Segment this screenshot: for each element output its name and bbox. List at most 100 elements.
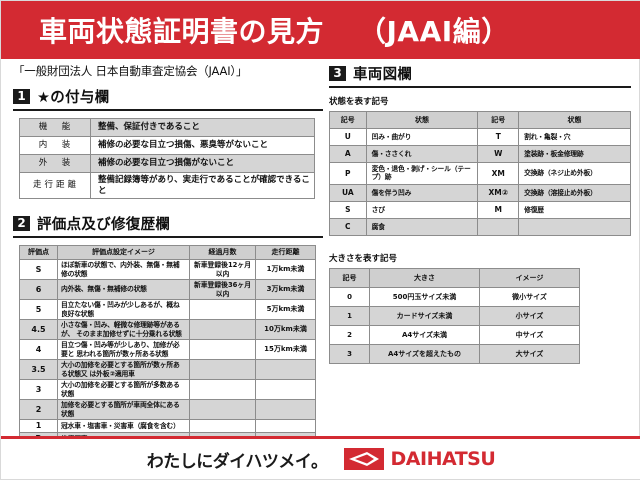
table-row: S ほぼ新車の状態で、内外装、無傷・無補修の状態 新車登録後12ヶ月以内 1万k… [19,259,316,281]
state-left: 腐食 [365,217,479,236]
eval-score: 2 [19,399,58,420]
size-value: A4サイズを超えたもの [369,343,480,364]
col-header-state-left: 状態 [365,111,479,129]
page-title-main: 車両状態証明書の見方 [39,15,325,48]
size-image: 中サイズ [479,324,580,345]
col-header-size-symbol: 記号 [329,267,370,288]
table-row: C 腐食 [329,217,631,236]
symbol-right: M [477,200,520,219]
col-header-size: 大きさ [369,267,480,288]
table-row: P 変色・退色・剥げ・シール（テープ）跡 XM 交換跡（ネジ止め外板） [329,162,631,185]
section3-heading: 3 車両図欄 [329,63,631,88]
state-left: 凹み・曲がり [365,128,479,146]
star-row-label: 走行距離 [19,171,91,200]
eval-km: 10万km未満 [255,319,316,341]
col-header-symbol-left: 記号 [329,111,367,129]
spacer [329,236,631,250]
table-row: S さび M 修復歴 [329,200,631,219]
table-row: 内 装 補修の必要な目立つ損傷、悪臭等がないこと [19,136,315,155]
eval-desc: 大小の加修を必要とする箇所が数ヶ所ある状態又 は外板②適用車 [57,359,190,381]
table-row: 機 能 整備、保証付きであること [19,118,315,137]
eval-desc: 冠水車・塩害車・災害車（腐食を含む） [57,419,190,433]
symbol-right [477,217,520,236]
eval-score: 4.5 [19,319,58,341]
eval-desc: 加修を必要とする箇所が車両全体にある状態 [57,399,190,420]
eval-km [255,399,316,420]
col-header-km: 走行距離 [255,245,316,261]
eval-desc: 目立つ傷・凹み等が少しあり、加修が必要と 思われる箇所が数ヶ所ある状態 [57,339,190,361]
table-header-row: 評価点 評価点設定イメージ 経過月数 走行距離 [19,245,316,261]
section2-heading: 2 評価点及び修復歴欄 [13,213,323,239]
symbol-left: S [329,200,367,219]
left-column: 「一般財団法人 日本自動車査定協会（JAAI）」 1 ★の付与欄 機 能 整備、… [13,63,323,473]
page-title: 車両状態証明書の見方 （JAAI編） [1,10,510,50]
eval-score: 6 [19,279,58,301]
state-right: 交換跡（ネジ止め外板） [518,162,631,185]
condition-symbols-subhead: 状態を表す記号 [329,97,389,107]
symbol-left: P [329,162,367,185]
star-row-value: 整備記録簿等があり、実走行であることが確認できること [90,171,315,200]
star-row-label: 内 装 [19,136,91,155]
table-row: 2 加修を必要とする箇所が車両全体にある状態 [19,399,316,420]
condition-symbol-table: 記号 状態 記号 状態 U 凹み・曲がり T 割れ・亀裂・穴 A 傷・ささくれ … [329,111,631,236]
eval-score: 1 [19,419,58,433]
eval-km: 1万km未満 [255,259,316,281]
eval-months [189,359,256,381]
size-symbol: 1 [329,305,370,326]
eval-months [189,299,256,321]
star-row-label: 外 装 [19,154,91,173]
eval-months [189,339,256,361]
eval-km [255,419,316,433]
star-grant-table: 機 能 整備、保証付きであること 内 装 補修の必要な目立つ損傷、悪臭等がないこ… [19,118,315,200]
spacer [13,199,323,213]
state-left: 変色・退色・剥げ・シール（テープ）跡 [365,162,479,185]
section1-heading: 1 ★の付与欄 [13,86,323,111]
size-image: 大サイズ [479,343,580,364]
eval-months [189,379,256,401]
eval-desc: 内外装、無傷・無補修の状態 [57,279,190,301]
eval-desc: 小さな傷・凹み、軽微な修理跡等があるが、 そのまま加修せずに十分乗れる状態 [57,319,190,341]
table-row: 3 A4サイズを超えたもの 大サイズ [329,343,580,364]
eval-km: 3万km未満 [255,279,316,301]
table-row: 6 内外装、無傷・無補修の状態 新車登録後36ヶ月以内 3万km未満 [19,279,316,301]
size-symbol: 2 [329,324,370,345]
eval-score: 3 [19,379,58,401]
table-row: 2 A4サイズ未満 中サイズ [329,324,580,345]
state-left: さび [365,200,479,219]
section1-number: 1 [13,89,30,104]
table-row: 4.5 小さな傷・凹み、軽微な修理跡等があるが、 そのまま加修せずに十分乗れる状… [19,319,316,341]
eval-score: S [19,259,58,281]
symbol-right: XM② [477,183,520,202]
symbol-left: C [329,217,367,236]
size-value: カードサイズ未満 [369,305,480,326]
col-header-score: 評価点 [19,245,58,261]
eval-km [255,359,316,381]
symbol-right: W [477,145,520,163]
daihatsu-tagline: わたしにダイハツメイ。 [146,451,328,472]
page-title-sub: （JAAI編） [358,15,510,48]
table-row: 3.5 大小の加修を必要とする箇所が数ヶ所ある状態又 は外板②適用車 [19,359,316,381]
eval-months [189,399,256,420]
section2-title: 評価点及び修復歴欄 [37,217,171,234]
eval-desc: ほぼ新車の状態で、内外装、無傷・無補修の状態 [57,259,190,281]
table-row: 外 装 補修の必要な目立つ損傷がないこと [19,154,315,173]
state-right: 割れ・亀裂・穴 [518,128,631,146]
symbol-left: A [329,145,367,163]
star-row-value: 補修の必要な目立つ損傷がないこと [90,154,315,173]
symbol-left: U [329,128,367,146]
eval-months [189,319,256,341]
table-header-row: 記号 大きさ イメージ [329,267,580,288]
symbol-right: XM [477,162,520,185]
table-row: 1 冠水車・塩害車・災害車（腐食を含む） [19,419,316,433]
page-footer: わたしにダイハツメイ。 DAIHATSU [1,439,640,479]
symbol-left: UA [329,183,367,202]
eval-km: 15万km未満 [255,339,316,361]
size-value: A4サイズ未満 [369,324,480,345]
eval-months [189,419,256,433]
size-symbols-subhead: 大きさを表す記号 [329,253,398,264]
section3-title: 車両図欄 [353,67,413,83]
eval-score: 3.5 [19,359,58,381]
eval-desc: 大小の加修を必要とする箇所が多数ある状態 [57,379,190,401]
table-row: 4 目立つ傷・凹み等が少しあり、加修が必要と 思われる箇所が数ヶ所ある状態 15… [19,339,316,361]
daihatsu-logo-icon [343,448,384,470]
